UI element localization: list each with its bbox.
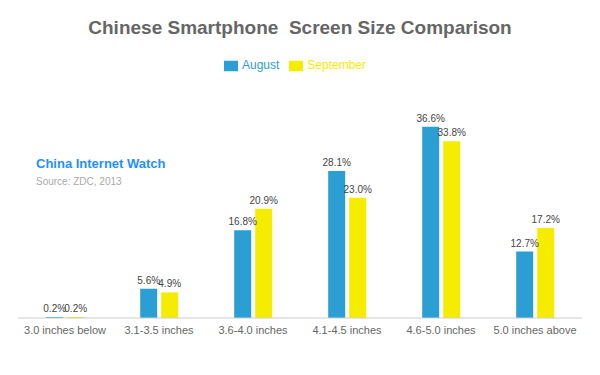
html-text:China Internet Watch: China Internet Watch bbox=[36, 156, 166, 171]
svg-text:28.1%: 28.1% bbox=[323, 157, 351, 168]
html-text:Source: ZDC, 2013: Source: ZDC, 2013 bbox=[36, 176, 122, 187]
svg-text:3.0 inches below: 3.0 inches below bbox=[24, 324, 106, 336]
svg-text:17.2%: 17.2% bbox=[532, 214, 560, 225]
svg-text:4.1-4.5 inches: 4.1-4.5 inches bbox=[312, 324, 382, 336]
svg-text:33.8%: 33.8% bbox=[438, 127, 466, 138]
svg-text:4.6-5.0 inches: 4.6-5.0 inches bbox=[406, 324, 476, 336]
svg-text:5.0 inches above: 5.0 inches above bbox=[493, 324, 576, 336]
svg-text:23.0%: 23.0% bbox=[344, 184, 372, 195]
svg-text:3.6-4.0 inches: 3.6-4.0 inches bbox=[218, 324, 288, 336]
svg-text:16.8%: 16.8% bbox=[229, 216, 257, 227]
svg-text:0.2%: 0.2% bbox=[64, 303, 87, 314]
svg-text:3.1-3.5 inches: 3.1-3.5 inches bbox=[124, 324, 194, 336]
html-text:Chinese Smartphone Screen Size: Chinese Smartphone Screen Size Compariso… bbox=[88, 17, 512, 38]
html-text:September: September bbox=[307, 58, 366, 72]
html-text:August: August bbox=[242, 58, 280, 72]
svg-text:4.9%: 4.9% bbox=[158, 278, 181, 289]
svg-text:5.6%: 5.6% bbox=[137, 275, 160, 286]
svg-text:36.6%: 36.6% bbox=[417, 113, 445, 124]
svg-text:0.2%: 0.2% bbox=[43, 303, 66, 314]
svg-text:12.7%: 12.7% bbox=[511, 238, 539, 249]
svg-text:20.9%: 20.9% bbox=[250, 195, 278, 206]
